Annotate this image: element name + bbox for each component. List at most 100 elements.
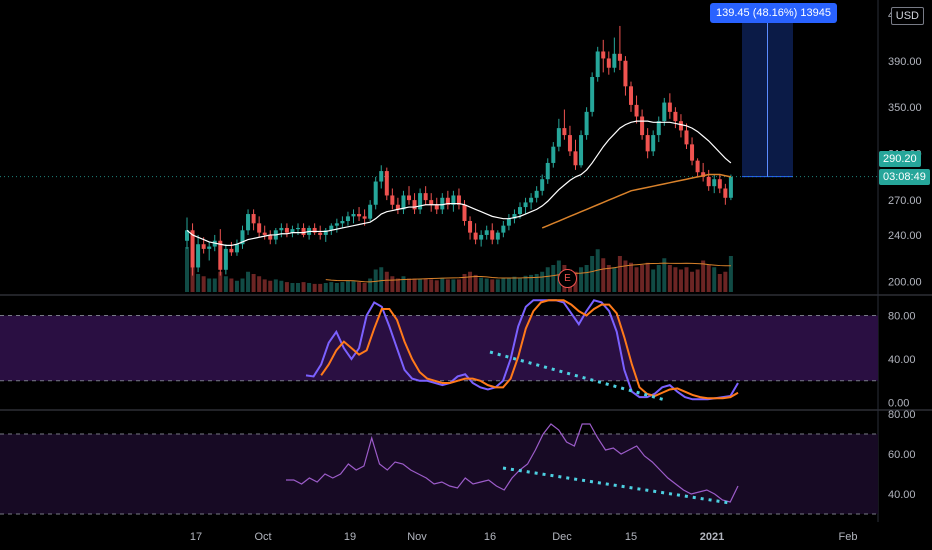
volume-bar [495,279,500,292]
volume-bar [612,267,617,292]
candle-body [451,195,456,205]
candle-body [390,195,395,205]
volume-bar [185,247,189,292]
candle-body [296,227,300,230]
last-price-label: 290.20 [879,151,921,167]
currency-badge[interactable]: USD [890,7,924,25]
volume-bar [212,278,217,292]
volume-bar [667,265,672,292]
volume-bar [373,269,378,292]
volume-bar [301,282,306,292]
candle-body [329,225,334,231]
volume-bar [384,271,389,292]
volume-bar [196,274,201,292]
candle-body [395,204,400,210]
candle-body [623,60,628,87]
volume-bar [545,267,550,292]
candle-body [728,176,733,198]
volume-bar [401,276,406,292]
candle-body [312,227,317,233]
volume-bar [579,267,584,292]
candle-body [445,197,450,205]
volume-bar [279,280,284,292]
time-tick-label: Dec [552,531,572,543]
volume-bar [251,274,256,292]
candle-body [567,135,572,152]
volume-bar [268,280,273,292]
candle-body [368,204,373,219]
candle-body [484,230,489,235]
candle-body [373,181,378,205]
candle-body [401,195,406,210]
candle-body [412,200,417,210]
volume-bar [223,276,228,292]
volume-bar [701,260,706,292]
time-tick-label: 16 [484,531,496,543]
candle-body [695,160,700,173]
volume-bar [712,267,717,292]
volume-bar [645,262,650,292]
earnings-marker-icon[interactable]: E [558,269,577,288]
candle-body [407,195,411,201]
candle-body [645,135,650,152]
volume-bar [695,269,700,292]
candle-body [207,246,212,249]
volume-bar [468,271,473,292]
price-tick-label: 270.00 [888,195,922,207]
volume-bar [473,274,478,292]
candle-body [673,111,678,122]
candle-body [529,197,534,203]
candle-body [379,171,384,182]
volume-bar [456,279,461,292]
volume-bar [584,265,589,292]
volume-bar [728,256,733,292]
candle-body [345,216,350,222]
volume-bar [257,276,262,292]
price-tick-label: 200.00 [888,276,922,288]
candle-body [185,230,189,241]
candle-body [701,172,706,177]
candle-body [456,195,461,205]
candle-body [606,58,611,68]
volume-bar [357,282,362,292]
volume-bar [412,278,417,292]
volume-bar [634,267,639,292]
volume-bar [229,278,234,292]
volume-bar [617,256,622,292]
stochastic-divergence-line [489,350,666,402]
candle-body [323,230,328,235]
volume-bar [479,277,484,292]
candle-body [246,214,251,231]
candle-body [218,240,223,270]
candle-body [462,204,467,222]
candle-body [678,121,683,131]
candle-body [584,111,589,136]
volume-bar [395,278,400,292]
volume-bar [240,278,245,292]
volume-bar [340,282,345,292]
rsi-tick-label: 60.00 [888,449,916,461]
volume-bar [234,280,239,292]
volume-bar [690,271,695,292]
volume-bar [717,274,722,292]
volume-bar [623,260,628,292]
volume-bar [462,274,467,292]
candle-body [190,230,195,268]
volume-bar [429,279,434,292]
candle-body [495,232,500,240]
candle-body [257,223,262,233]
candle-body [651,135,656,152]
volume-bar [551,265,556,292]
time-tick-label: 2021 [700,531,724,543]
candle-body [717,179,722,189]
volume-bar [273,279,278,292]
volume-bar [362,283,367,292]
volume-bar [312,283,317,292]
time-tick-label: 15 [625,531,637,543]
volume-bar [595,249,600,292]
volume-bar [656,265,661,292]
volume-bar [207,278,212,292]
candle-body [595,51,600,78]
candle-body [545,162,550,180]
